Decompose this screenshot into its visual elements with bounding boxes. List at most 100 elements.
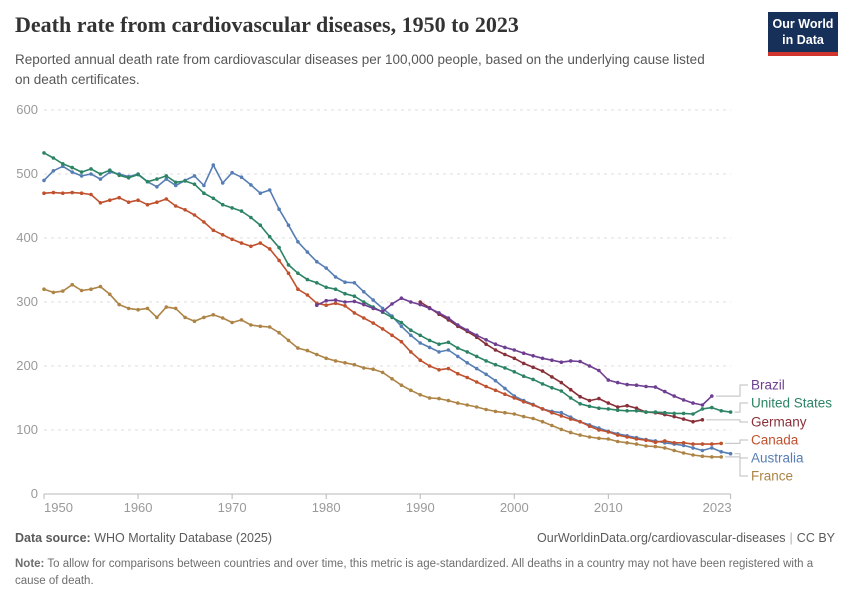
data-point [409, 350, 413, 354]
data-point [597, 396, 601, 401]
data-point [559, 427, 564, 432]
data-point [79, 191, 84, 195]
series-france[interactable] [42, 282, 723, 459]
data-point [277, 258, 281, 263]
data-point [681, 398, 686, 402]
data-point [521, 414, 526, 419]
chart-note: Note: To allow for comparisons between c… [15, 556, 827, 589]
data-point [380, 306, 385, 311]
series-canada[interactable] [42, 190, 723, 446]
data-point [503, 392, 507, 397]
data-point [474, 366, 479, 371]
data-point [418, 333, 423, 338]
data-point [399, 296, 404, 301]
data-point [710, 455, 714, 459]
cc-by-link[interactable]: CC BY [796, 531, 835, 545]
data-point [89, 167, 93, 171]
data-point [587, 398, 592, 403]
data-point [220, 233, 225, 237]
data-point [540, 419, 545, 424]
data-point [192, 213, 197, 217]
data-point [550, 358, 554, 363]
data-point [531, 354, 535, 358]
data-point [98, 284, 103, 289]
data-point [249, 323, 253, 327]
data-point [578, 433, 582, 437]
data-point [352, 311, 357, 315]
data-point [465, 403, 470, 407]
data-point [710, 446, 714, 450]
data-point [61, 289, 65, 293]
data-point [521, 374, 526, 379]
data-point [315, 352, 319, 357]
data-point [493, 388, 498, 393]
data-point [352, 362, 357, 367]
data-point [211, 228, 216, 233]
data-point [192, 174, 197, 178]
data-point [390, 302, 394, 306]
data-point [89, 192, 93, 197]
data-point [653, 444, 658, 449]
legend-label-germany[interactable]: Germany [751, 415, 807, 430]
data-point [465, 361, 470, 365]
data-point [51, 169, 56, 173]
data-point [258, 241, 263, 245]
data-point [587, 424, 592, 429]
data-point [521, 400, 526, 404]
data-point [521, 361, 526, 366]
legend-connector-united-states [734, 402, 748, 413]
data-point [681, 451, 686, 455]
data-source-label: Data source: [15, 531, 91, 545]
data-point [399, 383, 404, 388]
data-point [70, 165, 74, 170]
data-point [559, 380, 564, 385]
data-point [446, 348, 451, 352]
legend-label-united-states[interactable]: United States [751, 396, 832, 411]
legend-label-france[interactable]: France [751, 469, 793, 484]
owid-logo[interactable]: Our World in Data [768, 12, 838, 57]
data-point [437, 368, 441, 372]
data-point [249, 215, 253, 220]
data-point [108, 168, 112, 172]
data-point [173, 306, 178, 311]
data-point [324, 266, 329, 270]
data-point [728, 410, 733, 414]
data-point [681, 443, 686, 448]
data-point [380, 309, 385, 314]
data-point [202, 315, 206, 320]
data-point [183, 208, 187, 212]
data-point [531, 403, 535, 407]
data-point [700, 418, 705, 422]
data-point [211, 163, 216, 167]
data-point [587, 404, 592, 409]
data-point [315, 303, 319, 308]
data-point [474, 405, 479, 409]
data-point [700, 407, 705, 411]
legend-label-brazil[interactable]: Brazil [751, 378, 785, 393]
data-point [399, 339, 404, 344]
data-point [710, 405, 714, 410]
legend-label-australia[interactable]: Australia [751, 451, 804, 466]
data-point [512, 370, 517, 374]
series-brazil[interactable] [315, 296, 714, 407]
data-point [456, 371, 460, 376]
data-point [192, 319, 197, 324]
data-point [615, 405, 620, 409]
data-point [267, 234, 272, 239]
y-tick-label-0: 0 [31, 486, 38, 501]
footer-separator: | [789, 531, 793, 545]
data-point [484, 407, 488, 412]
data-point [155, 200, 159, 204]
data-point [371, 298, 376, 302]
data-point [606, 407, 611, 411]
legend-label-canada[interactable]: Canada [751, 433, 799, 448]
data-point [155, 177, 159, 181]
data-point [371, 367, 376, 372]
x-tick-label-2000: 2000 [500, 500, 529, 515]
series-united-states[interactable] [42, 151, 733, 416]
data-point [89, 287, 93, 292]
data-point [239, 209, 244, 213]
data-point [305, 277, 310, 282]
owid-url-link[interactable]: OurWorldinData.org/cardiovascular-diseas… [537, 531, 786, 545]
data-point [173, 180, 178, 185]
